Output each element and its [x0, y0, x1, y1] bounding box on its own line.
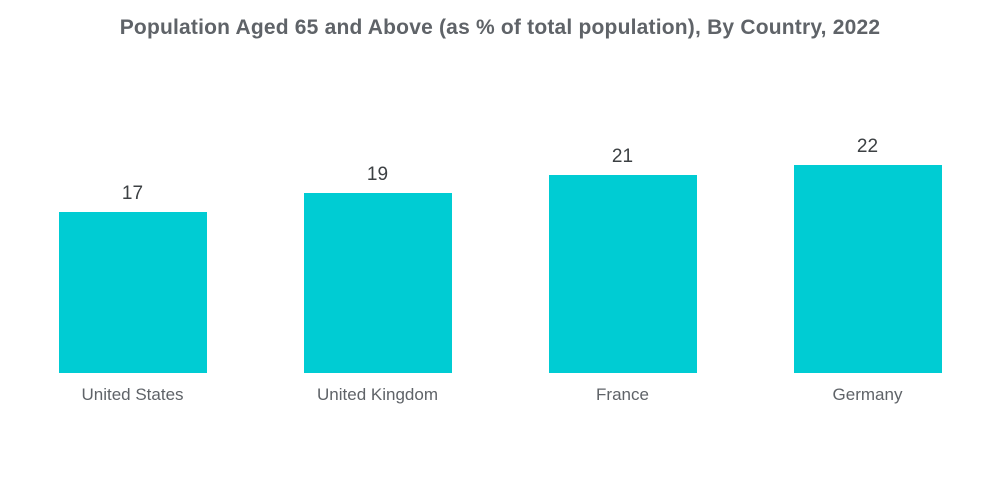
bar [548, 175, 697, 373]
bar-plot-area: 17 19 21 22 [0, 137, 1000, 373]
bar [58, 212, 207, 373]
bar-group: 21 [500, 147, 745, 373]
category-label: France [596, 385, 649, 404]
bar [793, 165, 942, 373]
bar-value-label: 22 [856, 136, 879, 157]
bar-value-label: 21 [611, 146, 634, 167]
bar-group: 17 [10, 184, 255, 373]
bar-group: 22 [745, 137, 990, 373]
category-label: Germany [832, 385, 903, 404]
category-label: United States [81, 385, 184, 404]
bar [303, 193, 452, 373]
bar-group: 19 [255, 165, 500, 373]
bar-value-label: 19 [366, 164, 389, 185]
category-axis: United States United Kingdom France Germany [0, 385, 1000, 405]
category-label: United Kingdom [317, 385, 438, 404]
chart-title: Population Aged 65 and Above (as % of to… [119, 16, 881, 39]
bar-value-label: 17 [121, 183, 144, 204]
